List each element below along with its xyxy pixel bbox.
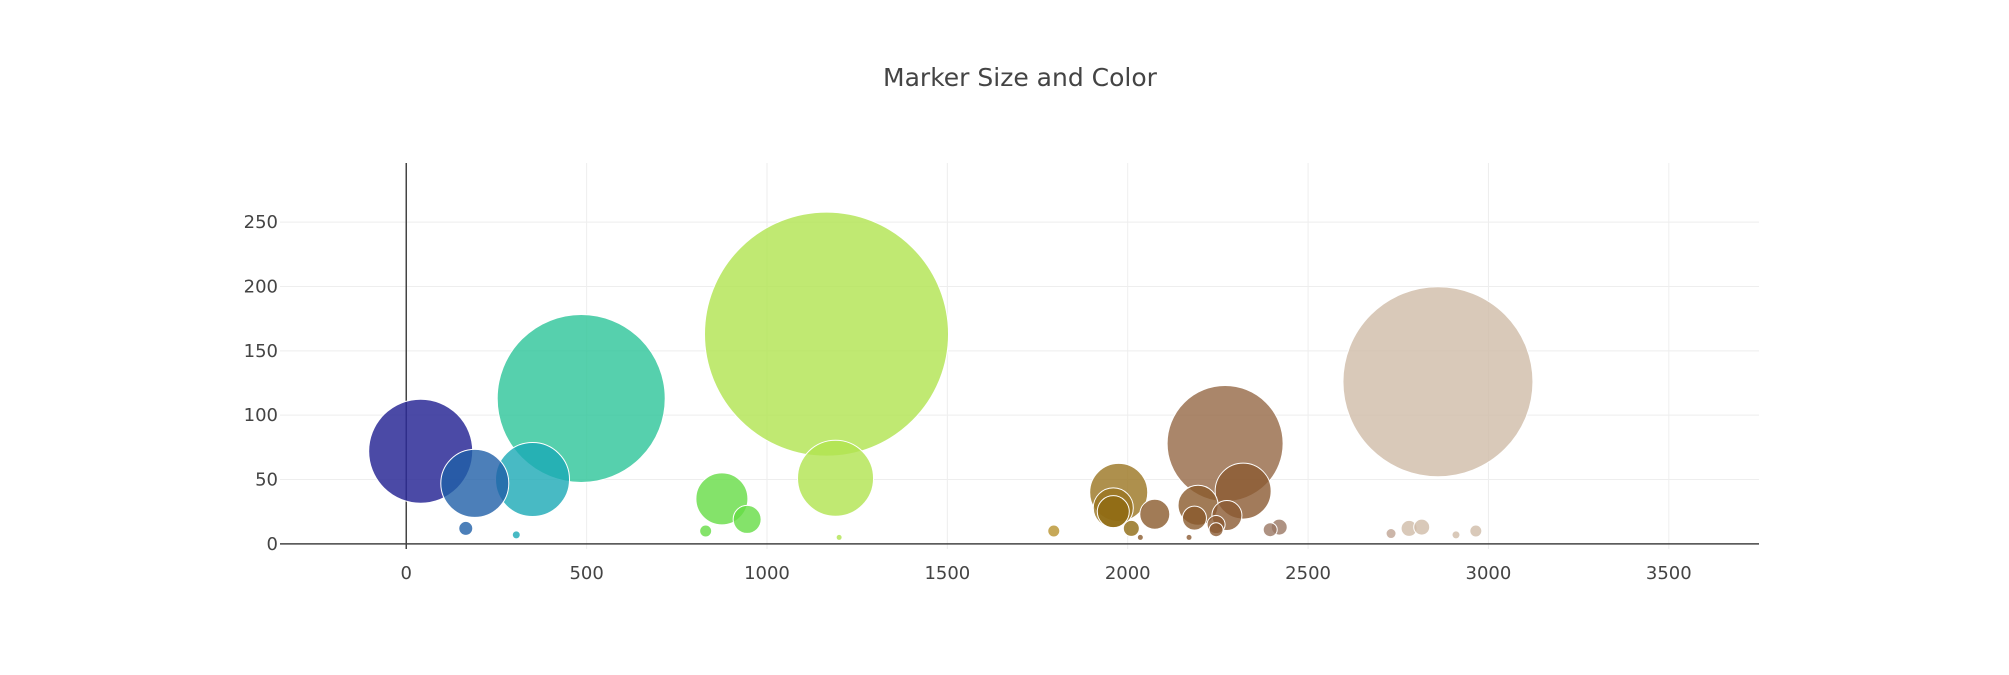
x-tick-label: 0 — [401, 563, 412, 584]
data-point[interactable] — [1185, 533, 1193, 541]
data-point[interactable] — [1047, 524, 1061, 538]
y-tick-label: 100 — [244, 405, 278, 426]
data-point[interactable] — [1342, 286, 1534, 478]
chart-title: Marker Size and Color — [883, 63, 1158, 92]
data-point[interactable] — [1096, 495, 1130, 529]
tick-label-layer: 0 500 1000 1500 2000 2500 3000 3500 0 50 100 150 200… — [244, 212, 1692, 584]
data-point[interactable] — [797, 439, 875, 517]
data-point[interactable] — [1451, 530, 1461, 540]
y-tick-label: 0 — [267, 534, 278, 555]
data-point[interactable] — [1122, 519, 1140, 537]
y-tick-label: 200 — [244, 277, 278, 298]
x-tick-label: 1500 — [924, 563, 970, 584]
data-point[interactable] — [732, 504, 762, 534]
data-point[interactable] — [704, 211, 950, 457]
x-tick-label: 1000 — [744, 563, 790, 584]
data-point[interactable] — [835, 533, 843, 541]
data-point[interactable] — [511, 530, 521, 540]
data-point[interactable] — [496, 313, 666, 483]
x-tick-label: 2500 — [1285, 563, 1331, 584]
x-tick-label: 3000 — [1466, 563, 1512, 584]
data-point[interactable] — [458, 520, 474, 536]
data-point[interactable] — [1262, 522, 1278, 538]
data-point[interactable] — [1208, 522, 1224, 538]
y-tick-label: 150 — [244, 341, 278, 362]
y-tick-label: 250 — [244, 212, 278, 233]
data-point[interactable] — [1139, 498, 1171, 530]
data-point[interactable] — [1136, 533, 1144, 541]
y-tick-label: 50 — [255, 470, 278, 491]
x-tick-label: 500 — [569, 563, 603, 584]
data-point[interactable] — [1469, 524, 1483, 538]
x-tick-label: 3500 — [1646, 563, 1692, 584]
data-point[interactable] — [1413, 518, 1431, 536]
bubble-layer — [368, 211, 1534, 541]
data-point[interactable] — [1385, 528, 1397, 540]
data-point[interactable] — [440, 448, 510, 518]
data-point[interactable] — [699, 524, 713, 538]
x-tick-label: 2000 — [1105, 563, 1151, 584]
data-point[interactable] — [1181, 505, 1207, 531]
